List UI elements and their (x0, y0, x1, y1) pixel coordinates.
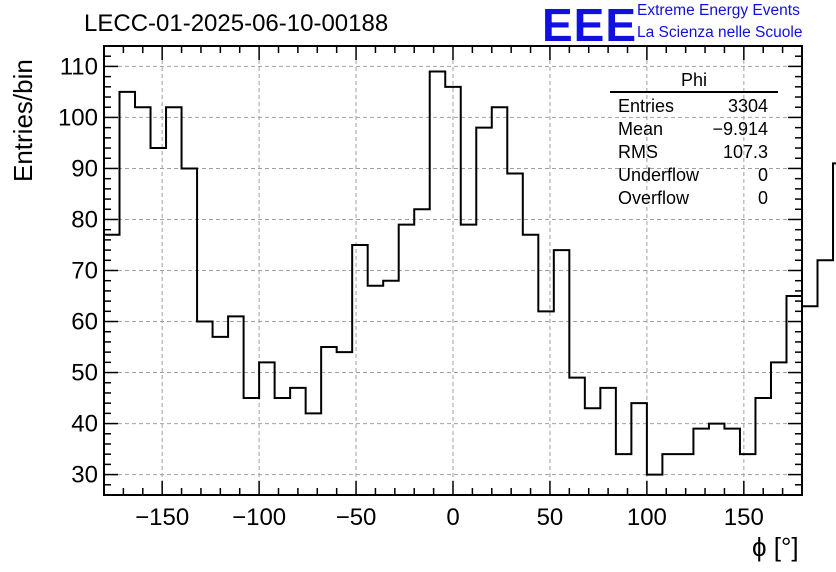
stats-divider (610, 91, 778, 93)
y-tick-label: 60 (71, 309, 98, 336)
x-tick-label: −100 (232, 504, 286, 531)
stats-value: 107.3 (722, 142, 768, 162)
x-tick-label: −50 (336, 504, 377, 531)
stats-row-underflow: Underflow 0 (610, 164, 778, 187)
stats-row-overflow: Overflow 0 (610, 187, 778, 210)
stats-value: 0 (757, 165, 768, 185)
y-tick-label: 30 (71, 462, 98, 489)
stats-key: RMS (618, 142, 658, 162)
x-tick-label: −150 (135, 504, 189, 531)
eee-logo: EEE (542, 0, 638, 51)
y-tick-label: 90 (71, 155, 98, 182)
stats-value: 3304 (727, 96, 768, 116)
stats-key: Mean (618, 119, 664, 139)
y-tick-label: 70 (71, 258, 98, 285)
x-tick-label: 100 (627, 504, 667, 531)
stats-key: Entries (618, 96, 675, 116)
histogram-bars (104, 70, 836, 476)
logo-line-2: La Scienza nelle Scuole (637, 24, 803, 41)
histogram-outline (104, 70, 836, 476)
stats-row-mean: Mean −9.914 (610, 118, 778, 141)
stats-row-entries: Entries 3304 (610, 95, 778, 118)
stats-value: −9.914 (712, 119, 768, 139)
y-axis-label: Entries/bin (8, 59, 38, 182)
stats-row-rms: RMS 107.3 (610, 141, 778, 164)
y-axis-ticks: 30 40 50 60 70 80 90 100 110 (58, 45, 802, 489)
y-tick-label: 50 (71, 360, 98, 387)
x-tick-label: 50 (537, 504, 564, 531)
grid-lines (104, 46, 802, 495)
x-tick-label: 0 (446, 504, 459, 531)
chart-title: LECC-01-2025-06-10-00188 (84, 10, 389, 37)
y-tick-label: 100 (58, 104, 98, 131)
y-tick-label: 80 (71, 206, 98, 233)
x-axis-label: ϕ [°] (752, 532, 799, 562)
plot-frame (103, 45, 803, 496)
stats-title: Phi (680, 70, 707, 90)
stats-value: 0 (757, 188, 768, 208)
stats-box: Phi Entries 3304 Mean −9.914 RMS 107.3 U… (610, 70, 778, 210)
x-axis-ticks: −150 −100 −50 0 50 100 150 (122, 46, 784, 531)
x-tick-label: 150 (724, 504, 764, 531)
stats-key: Overflow (618, 188, 690, 208)
stats-key: Underflow (618, 165, 700, 185)
y-tick-label: 110 (60, 53, 98, 80)
y-tick-label: 40 (71, 411, 98, 438)
logo-line-1: Extreme Energy Events (637, 2, 800, 19)
